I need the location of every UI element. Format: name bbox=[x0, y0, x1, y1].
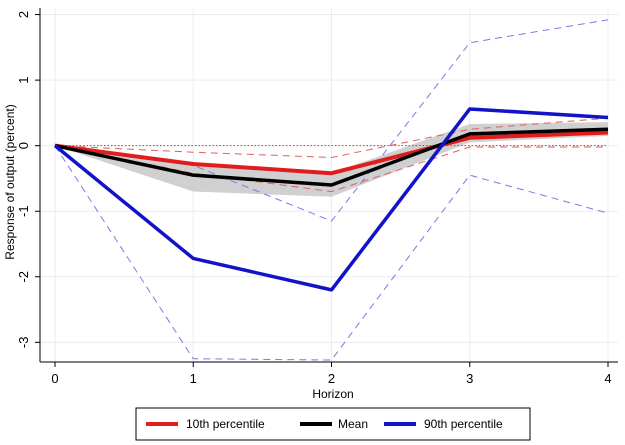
x-tick-label: 2 bbox=[328, 371, 335, 386]
legend: 10th percentile Mean 90th percentile bbox=[135, 407, 531, 441]
confidence-band bbox=[55, 122, 608, 197]
bound-lines bbox=[54, 19, 609, 361]
y-tick-labels: -3 -2 -1 0 1 2 bbox=[16, 11, 40, 348]
10th-percentile-upper-bound bbox=[54, 117, 609, 158]
10th-percentile-lower-bound bbox=[54, 145, 608, 193]
legend-label-mean: Mean bbox=[338, 417, 368, 431]
x-axis-title: Horizon bbox=[312, 387, 353, 401]
90th-percentile-upper-bound bbox=[54, 19, 609, 222]
axes bbox=[39, 8, 618, 363]
90th-percentile-lower-bound bbox=[54, 145, 609, 361]
y-tick-label: -1 bbox=[16, 205, 31, 217]
legend-label-90th-percentile: 90th percentile bbox=[424, 417, 503, 431]
legend-box bbox=[135, 407, 531, 441]
mean-confidence-band bbox=[55, 122, 608, 197]
x-tick-label: 3 bbox=[466, 371, 473, 386]
x-tick-label: 0 bbox=[51, 371, 58, 386]
series-lines bbox=[53, 107, 609, 292]
y-tick-label: 1 bbox=[16, 76, 31, 83]
y-tick-label: 2 bbox=[16, 11, 31, 18]
10th-percentile-line bbox=[54, 130, 609, 176]
x-tick-labels: 0 1 2 3 4 bbox=[51, 362, 612, 386]
mean-line bbox=[54, 127, 609, 187]
y-tick-label: 0 bbox=[16, 142, 31, 149]
legend-label-10th-percentile: 10th percentile bbox=[186, 417, 265, 431]
x-tick-label: 1 bbox=[190, 371, 197, 386]
x-tick-label: 4 bbox=[604, 371, 611, 386]
90th-percentile-line bbox=[53, 107, 609, 292]
y-tick-label: -2 bbox=[16, 271, 31, 283]
y-axis-title: Response of output (percent) bbox=[3, 104, 17, 259]
y-tick-label: -3 bbox=[16, 337, 31, 349]
